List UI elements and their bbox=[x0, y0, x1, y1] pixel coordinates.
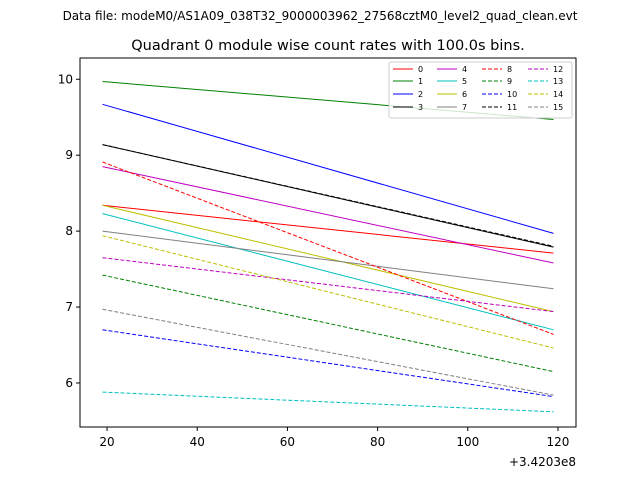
x-tick-label: 120 bbox=[547, 435, 570, 449]
x-tick-label: 80 bbox=[370, 435, 385, 449]
legend-label-15: 15 bbox=[553, 103, 563, 112]
y-tick-label: 7 bbox=[65, 300, 73, 314]
series-line-7 bbox=[102, 230, 554, 290]
legend-label-4: 4 bbox=[462, 65, 467, 74]
legend-label-0: 0 bbox=[418, 65, 423, 74]
x-tick-label: 20 bbox=[99, 435, 114, 449]
x-tick-label: 100 bbox=[456, 435, 479, 449]
y-tick-label: 8 bbox=[65, 224, 73, 238]
series-layer bbox=[102, 81, 554, 413]
series-line-4 bbox=[102, 166, 554, 264]
series-line-5 bbox=[102, 213, 554, 331]
legend-label-7: 7 bbox=[462, 103, 467, 112]
legend-label-2: 2 bbox=[418, 90, 423, 99]
legend-frame bbox=[388, 61, 573, 119]
legend-label-1: 1 bbox=[418, 77, 423, 86]
series-line-12 bbox=[102, 257, 554, 313]
series-line-11 bbox=[102, 144, 554, 247]
legend-label-12: 12 bbox=[553, 65, 563, 74]
series-line-15 bbox=[102, 308, 554, 396]
y-tick-label: 9 bbox=[65, 148, 73, 162]
series-line-6 bbox=[102, 204, 554, 313]
legend-label-3: 3 bbox=[418, 103, 423, 112]
series-line-10 bbox=[102, 329, 554, 398]
x-offset-label: +3.4203e8 bbox=[509, 455, 576, 469]
legend-label-13: 13 bbox=[553, 77, 563, 86]
legend-label-11: 11 bbox=[507, 103, 517, 112]
series-line-8 bbox=[102, 161, 554, 335]
legend-label-14: 14 bbox=[553, 90, 563, 99]
legend-label-9: 9 bbox=[507, 77, 512, 86]
series-line-14 bbox=[102, 235, 554, 349]
x-tick-label: 60 bbox=[280, 435, 295, 449]
figure-suptitle: Data file: modeM0/AS1A09_038T32_90000039… bbox=[63, 9, 578, 23]
legend-label-5: 5 bbox=[462, 77, 467, 86]
axis-ticks: 20 40 60 80 100 120 6 7 8 9 10 bbox=[58, 72, 570, 449]
y-tick-label: 10 bbox=[58, 72, 73, 86]
x-tick-label: 40 bbox=[190, 435, 205, 449]
series-line-9 bbox=[102, 274, 554, 373]
chart-title: Quadrant 0 module wise count rates with … bbox=[131, 38, 525, 54]
legend-label-10: 10 bbox=[507, 90, 517, 99]
series-line-0 bbox=[102, 204, 554, 254]
plot-frame bbox=[79, 57, 577, 428]
y-tick-label: 6 bbox=[65, 376, 73, 390]
series-line-2 bbox=[102, 103, 554, 234]
series-line-13 bbox=[102, 391, 554, 413]
legend-label-6: 6 bbox=[462, 90, 467, 99]
legend-label-8: 8 bbox=[507, 65, 512, 74]
